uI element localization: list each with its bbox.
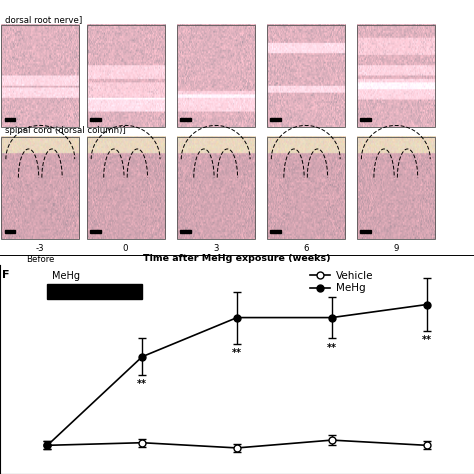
- Text: F: F: [2, 270, 10, 280]
- Text: spinal cord (dorsal column)]: spinal cord (dorsal column)]: [5, 127, 126, 136]
- Bar: [47, 283, 142, 300]
- Bar: [270, 118, 281, 121]
- Bar: [176, 25, 255, 128]
- Legend: Vehicle, MeHg: Vehicle, MeHg: [305, 266, 377, 297]
- Bar: [270, 230, 281, 233]
- Text: Time after MeHg exposure (weeks): Time after MeHg exposure (weeks): [143, 254, 331, 263]
- Text: 9: 9: [393, 244, 399, 253]
- Bar: [180, 118, 191, 121]
- Text: 0: 0: [123, 244, 128, 253]
- Text: MeHg: MeHg: [52, 271, 80, 281]
- Bar: [90, 118, 100, 121]
- Text: **: **: [137, 379, 147, 389]
- Bar: [180, 230, 191, 233]
- Bar: [5, 118, 15, 121]
- Bar: [86, 25, 165, 128]
- Text: 6: 6: [303, 244, 309, 253]
- Bar: [86, 137, 165, 239]
- Bar: [360, 230, 371, 233]
- Text: **: **: [327, 343, 337, 353]
- Bar: [1, 137, 80, 239]
- Text: **: **: [232, 348, 242, 358]
- Text: **: **: [421, 335, 432, 345]
- Bar: [356, 25, 435, 128]
- Text: dorsal root nerve]: dorsal root nerve]: [5, 15, 82, 24]
- Bar: [356, 137, 435, 239]
- Bar: [90, 230, 100, 233]
- Bar: [1, 25, 80, 128]
- Text: 3: 3: [213, 244, 219, 253]
- Bar: [360, 118, 371, 121]
- Text: -3
Before
MeHg exposure: -3 Before MeHg exposure: [7, 244, 74, 274]
- Bar: [266, 137, 345, 239]
- Bar: [5, 230, 15, 233]
- Bar: [176, 137, 255, 239]
- Bar: [266, 25, 345, 128]
